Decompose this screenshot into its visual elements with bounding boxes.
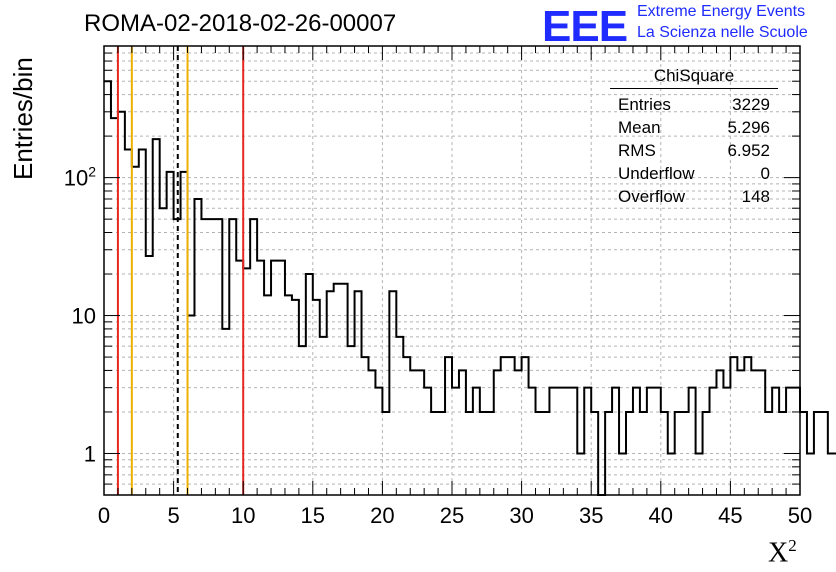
brand-line-2: La Scienza nelle Scuole [637, 24, 808, 41]
stats-value: 148 [741, 187, 770, 206]
x-tick-label: 0 [98, 503, 110, 528]
y-tick-label: 10 [72, 304, 96, 329]
stats-row: Overflow 148 [610, 185, 778, 208]
histogram-series [104, 80, 836, 496]
stats-value: 0 [760, 164, 770, 183]
x-tick-label: 15 [301, 503, 325, 528]
eee-logo: EEE [542, 2, 628, 51]
stats-box: ChiSquare Entries 3229 Mean 5.296 RMS 6.952… [610, 66, 778, 208]
stats-label: Entries [618, 95, 671, 114]
x-tick-label: 5 [167, 503, 179, 528]
x-axis-label-text: X [768, 537, 789, 569]
stats-row: RMS 6.952 [610, 139, 778, 162]
x-tick-label: 20 [370, 503, 394, 528]
stats-label: Underflow [618, 164, 695, 183]
stats-label: Overflow [618, 187, 686, 206]
y-tick-label-exp: 2 [88, 164, 96, 180]
stats-label: RMS [618, 141, 656, 160]
y-tick-label: 1 [84, 441, 96, 466]
histogram-step-line [104, 80, 836, 496]
y-tick-label-base: 10 [64, 166, 88, 191]
stats-label: Mean [618, 118, 661, 137]
stats-row: Underflow 0 [610, 162, 778, 185]
stats-row: Mean 5.296 [610, 116, 778, 139]
x-tick-label: 50 [788, 503, 812, 528]
stats-value: 3229 [732, 95, 770, 114]
x-tick-label: 45 [718, 503, 742, 528]
x-tick-label: 35 [579, 503, 603, 528]
vertical-marker-lines [116, 46, 245, 495]
stats-row: Entries 3229 [610, 93, 778, 116]
chart-title: ROMA-02-2018-02-26-00007 [84, 10, 397, 37]
y-tick-label: 102 [64, 164, 96, 191]
x-tick-label: 10 [231, 503, 255, 528]
stats-title: ChiSquare [610, 66, 778, 89]
y-axis-label: Entries/bin [8, 57, 38, 180]
stats-value: 5.296 [727, 118, 770, 137]
x-tick-label: 30 [509, 503, 533, 528]
x-axis-label-sup: 2 [788, 536, 797, 555]
x-axis-label: X2 [768, 536, 797, 569]
brand-line-1: Extreme Energy Events [637, 3, 806, 20]
stats-value: 6.952 [727, 141, 770, 160]
x-tick-label: 40 [649, 503, 673, 528]
x-tick-label: 25 [440, 503, 464, 528]
